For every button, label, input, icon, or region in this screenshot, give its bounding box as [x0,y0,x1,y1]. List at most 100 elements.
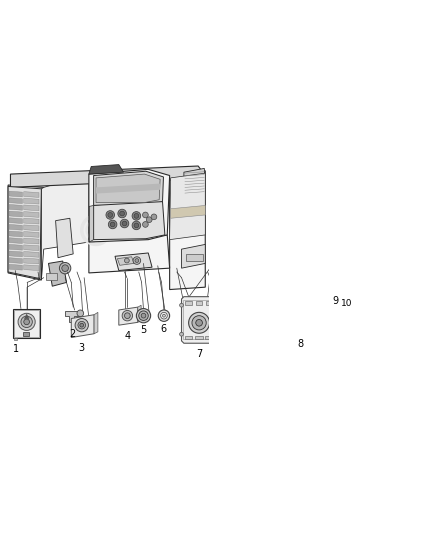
Text: 7: 7 [196,349,202,359]
Polygon shape [181,297,217,343]
Bar [196,302,202,305]
Bar [186,254,203,261]
Circle shape [189,312,209,333]
Polygon shape [65,311,80,322]
Bar [307,311,313,316]
Bar [46,273,57,280]
Polygon shape [94,171,163,205]
Text: 6: 6 [161,324,167,334]
Polygon shape [181,245,205,268]
Polygon shape [71,314,94,337]
Polygon shape [119,307,138,325]
Circle shape [158,310,170,321]
Circle shape [60,262,71,274]
Circle shape [108,213,113,217]
Circle shape [161,312,167,319]
Polygon shape [24,192,39,197]
Text: 1: 1 [13,344,19,354]
Polygon shape [96,183,160,193]
Polygon shape [9,218,22,223]
Text: 3: 3 [79,343,85,353]
Polygon shape [9,251,22,257]
Polygon shape [41,174,89,280]
Circle shape [151,214,157,220]
Circle shape [135,259,139,262]
Polygon shape [89,235,170,273]
Circle shape [122,310,133,321]
Polygon shape [94,312,98,334]
Circle shape [146,217,152,223]
Bar [281,293,286,300]
Circle shape [75,319,88,332]
Polygon shape [9,258,22,263]
Polygon shape [24,219,39,224]
Circle shape [134,223,139,228]
Polygon shape [56,219,73,258]
Polygon shape [117,257,134,265]
Polygon shape [9,205,22,210]
Bar [23,332,29,336]
Circle shape [142,222,148,227]
Bar [205,336,213,340]
Polygon shape [9,245,22,250]
Circle shape [62,265,68,271]
Polygon shape [115,253,152,271]
Text: 2: 2 [70,328,76,338]
Bar [307,319,313,324]
Circle shape [141,313,146,318]
Text: 9: 9 [332,296,338,306]
Polygon shape [24,205,39,211]
Polygon shape [94,201,165,240]
Polygon shape [24,265,39,271]
Bar [344,286,350,292]
Circle shape [142,212,148,218]
Bar [195,336,203,340]
Circle shape [120,219,129,228]
Circle shape [216,303,219,307]
Circle shape [24,319,29,325]
Polygon shape [24,225,39,231]
Circle shape [132,221,141,230]
Circle shape [196,319,202,326]
Bar [301,311,307,316]
Circle shape [180,303,184,307]
Text: 10: 10 [341,298,353,308]
Circle shape [78,321,85,329]
Circle shape [139,311,148,320]
Polygon shape [24,238,39,244]
Circle shape [77,310,84,317]
Circle shape [21,316,32,328]
Bar [287,293,293,300]
Polygon shape [184,168,205,196]
Circle shape [290,316,299,326]
Circle shape [192,316,206,330]
Polygon shape [49,261,67,286]
Polygon shape [170,171,205,289]
Text: ▲: ▲ [24,313,29,319]
Circle shape [216,332,219,336]
Polygon shape [9,238,22,244]
Bar [185,336,192,340]
Circle shape [80,324,84,327]
Circle shape [180,332,184,336]
Polygon shape [138,305,141,322]
Circle shape [162,314,166,317]
Circle shape [124,258,129,263]
Bar [307,293,313,300]
Circle shape [108,220,117,229]
Polygon shape [24,231,39,237]
Polygon shape [8,185,44,280]
Bar [314,293,319,300]
Circle shape [122,221,127,226]
Polygon shape [89,169,170,242]
Polygon shape [89,165,124,174]
Bar [301,293,306,300]
Text: 5: 5 [141,325,147,335]
Polygon shape [13,309,40,338]
Polygon shape [24,245,39,251]
Polygon shape [11,166,205,188]
Bar [294,293,299,300]
Polygon shape [170,205,205,219]
Polygon shape [8,187,41,279]
Polygon shape [9,224,22,230]
